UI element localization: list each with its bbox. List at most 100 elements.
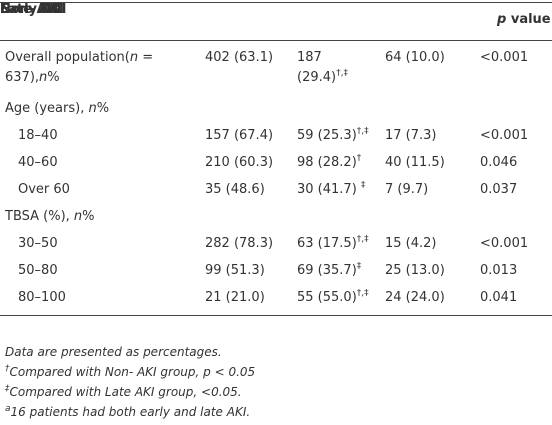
text: 0.046: [480, 155, 518, 170]
data-cell: 210 (60.3): [205, 153, 273, 173]
text: 7 (9.7): [385, 182, 429, 197]
data-cell: 98 (28.2)†: [297, 153, 361, 173]
footnote: ‡Compared with Late AKI group, <0.05.: [5, 382, 242, 402]
italic-text: p: [497, 12, 507, 27]
text: 99 (51.3): [205, 263, 265, 278]
row-label: 80–100: [18, 288, 66, 308]
superscript: †: [356, 153, 362, 164]
text: Age (years),: [5, 101, 89, 116]
row-label: TBSA (%), n%: [5, 207, 95, 227]
text: value: [510, 12, 551, 27]
text: Late AKI: [0, 2, 62, 17]
row-label: Over 60: [18, 180, 70, 200]
column-header: Late AKI: [0, 0, 62, 20]
data-cell: 0.013: [480, 261, 517, 281]
data-cell: 157 (67.4): [205, 126, 273, 146]
data-cell: 402 (63.1): [205, 48, 273, 68]
data-cell: 64 (10.0): [385, 48, 445, 68]
text: Compared with Late AKI group, <0.05.: [9, 385, 242, 399]
text: %: [96, 101, 110, 116]
footnote: †Compared with Non- AKI group, p < 0.05: [5, 362, 255, 382]
data-cell: 282 (78.3): [205, 234, 273, 254]
italic-text: n: [73, 209, 83, 224]
text: 24 (24.0): [385, 290, 445, 305]
text: 157 (67.4): [205, 128, 274, 143]
data-cell: 0.046: [480, 153, 517, 173]
data-cell: 7 (9.7): [385, 180, 428, 200]
data-cell: 187 (29.4)†,‡: [297, 48, 367, 88]
text: 30 (41.7): [297, 182, 357, 197]
data-cell: 15 (4.2): [385, 234, 437, 254]
superscript: ‡: [356, 261, 362, 272]
row-label: 30–50: [18, 234, 58, 254]
text: Compared with Non- AKI group, p < 0.05: [9, 365, 256, 379]
text: 402 (63.1): [205, 50, 274, 65]
data-cell: 40 (11.5): [385, 153, 445, 173]
text: 40 (11.5): [385, 155, 445, 170]
text: 17 (7.3): [385, 128, 437, 143]
column-header: Early AKI: [0, 0, 67, 20]
superscript: †,‡: [336, 68, 348, 79]
text: Data are presented as percentages.: [5, 345, 222, 359]
data-cell: 30 (41.7) ‡: [297, 180, 365, 200]
text: %: [47, 70, 60, 85]
text: Overall population(: [5, 50, 130, 65]
text: 0.041: [480, 290, 518, 305]
text: 210 (60.3): [205, 155, 274, 170]
text: 30–50: [18, 236, 58, 251]
data-cell: 99 (51.3): [205, 261, 265, 281]
italic-text: n: [88, 101, 97, 116]
data-cell: 24 (24.0): [385, 288, 445, 308]
text: Over 60: [18, 182, 70, 197]
rule-line: [0, 2, 552, 3]
rule-line: [0, 315, 552, 316]
text: 21 (21.0): [205, 290, 265, 305]
text: Early AKI: [0, 2, 67, 17]
text: 64 (10.0): [385, 50, 445, 65]
data-cell: 69 (35.7)‡: [297, 261, 361, 281]
superscript: †: [5, 364, 10, 374]
text: <0.001: [480, 50, 529, 65]
row-label: Age (years), n%: [5, 99, 109, 119]
text: 25 (13.0): [385, 263, 445, 278]
text: 0.037: [480, 182, 518, 197]
data-cell: <0.001: [480, 48, 528, 68]
superscript: a: [5, 404, 11, 414]
footnote: Data are presented as percentages.: [5, 342, 222, 362]
text: %: [82, 209, 95, 224]
italic-text: n: [129, 50, 139, 65]
data-cell: 17 (7.3): [385, 126, 437, 146]
rule-line: [0, 40, 552, 41]
text: 35 (48.6): [205, 182, 265, 197]
data-cell: <0.001: [480, 234, 528, 254]
superscript: †,‡: [356, 288, 369, 299]
text: Non- AKI: [0, 2, 64, 17]
text: = 637),: [5, 50, 154, 85]
row-label: 40–60: [18, 153, 58, 173]
row-label: 18–40: [18, 126, 58, 146]
data-cell: <0.001: [480, 126, 528, 146]
row-label: Overall population(n = 637),n%: [5, 48, 200, 88]
text: 55 (55.0): [297, 290, 357, 305]
superscript: ‡: [5, 384, 10, 394]
text: 63 (17.5): [297, 236, 357, 251]
footnote: a16 patients had both early and late AKI…: [5, 402, 250, 422]
text: TBSA (%),: [5, 209, 74, 224]
data-cell: 55 (55.0)†,‡: [297, 288, 369, 308]
data-cell: 25 (13.0): [385, 261, 445, 281]
text: 59 (25.3): [297, 128, 357, 143]
text: 15 (4.2): [385, 236, 437, 251]
text: <0.001: [480, 236, 529, 251]
text: 40–60: [18, 155, 58, 170]
text: 50–80: [18, 263, 58, 278]
text: 16 patients had both early and late AKI.: [10, 405, 251, 419]
text: 80–100: [18, 290, 66, 305]
text: 18–40: [18, 128, 58, 143]
row-label: 50–80: [18, 261, 58, 281]
text: 69 (35.7): [297, 263, 357, 278]
superscript: †,‡: [356, 126, 369, 137]
superscript: ‡: [360, 180, 366, 191]
data-cell: 35 (48.6): [205, 180, 265, 200]
italic-text: n: [39, 70, 48, 85]
text: 0.013: [480, 263, 518, 278]
